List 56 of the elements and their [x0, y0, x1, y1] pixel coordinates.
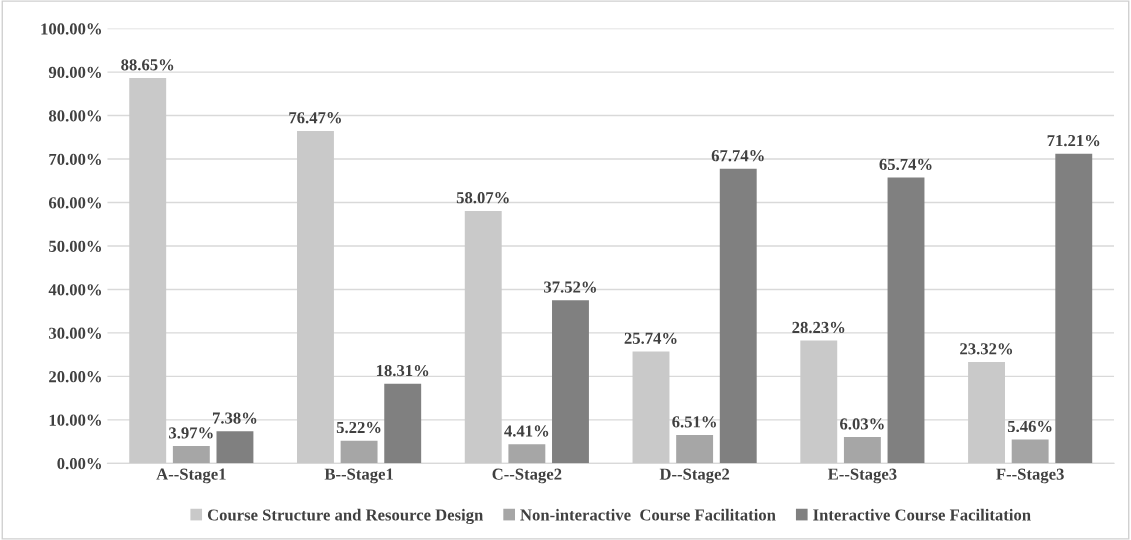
data-label: 37.52% [544, 281, 596, 293]
y-tick-label: 0.00% [57, 458, 102, 470]
data-label: 3.97% [169, 427, 213, 439]
bar [129, 77, 167, 464]
y-tick-label: 80.00% [48, 110, 102, 122]
bar [1011, 439, 1049, 464]
data-label: 28.23% [792, 321, 845, 334]
y-tick-label: 20.00% [49, 371, 102, 383]
y-tick-label: 10.00% [49, 414, 102, 426]
data-label: 5.22% [336, 421, 381, 434]
x-tick-label: E--Stage3 [827, 468, 897, 484]
bar [552, 300, 589, 464]
data-label: 18.31% [376, 364, 429, 377]
bar [340, 440, 378, 464]
y-tick-label: 50.00% [49, 240, 102, 252]
data-label: 4.41% [504, 425, 549, 437]
bar [508, 444, 546, 464]
legend-label: Interactive Course Facilitation [813, 508, 1031, 521]
data-label: 6.03% [840, 418, 884, 430]
legend-label: Course Structure and Resource Design [207, 508, 484, 525]
data-label: 23.32% [960, 343, 1013, 355]
bar [632, 351, 670, 464]
x-tick-label: C--Stage2 [492, 468, 562, 484]
bar [719, 168, 757, 464]
data-label: 71.21% [1047, 134, 1100, 147]
bar [384, 383, 422, 464]
data-label: 76.47% [289, 112, 341, 124]
bar [887, 177, 925, 464]
bar [676, 435, 714, 464]
x-tick-label: A--Stage1 [156, 468, 226, 484]
data-label: 65.74% [879, 158, 932, 171]
bar [800, 340, 838, 464]
data-label: 25.74% [624, 332, 677, 344]
bar [843, 437, 881, 464]
data-label: 5.46% [1007, 420, 1052, 433]
y-tick-label: 90.00% [48, 66, 102, 79]
bar [968, 361, 1005, 464]
y-tick-label: 30.00% [49, 327, 102, 339]
x-tick-label: B--Stage1 [324, 468, 393, 484]
y-tick-label: 100.00% [41, 23, 102, 35]
data-label: 67.74% [711, 150, 764, 162]
data-label: 6.51% [672, 416, 716, 428]
bar [297, 130, 334, 464]
data-label: 88.65% [121, 59, 174, 71]
x-tick-label: F--Stage3 [996, 468, 1064, 484]
legend-label: Non-interactive Course Facilitation [520, 508, 776, 521]
bar [1055, 153, 1093, 464]
data-label: 58.07% [456, 192, 509, 204]
y-tick-label: 40.00% [48, 284, 102, 296]
x-tick-label: D--Stage2 [659, 468, 730, 484]
data-label: 7.38% [212, 412, 257, 424]
y-tick-label: 70.00% [49, 153, 102, 166]
bar [464, 210, 502, 464]
bar [216, 431, 254, 464]
bar [172, 446, 210, 464]
y-tick-label: 60.00% [48, 197, 102, 209]
